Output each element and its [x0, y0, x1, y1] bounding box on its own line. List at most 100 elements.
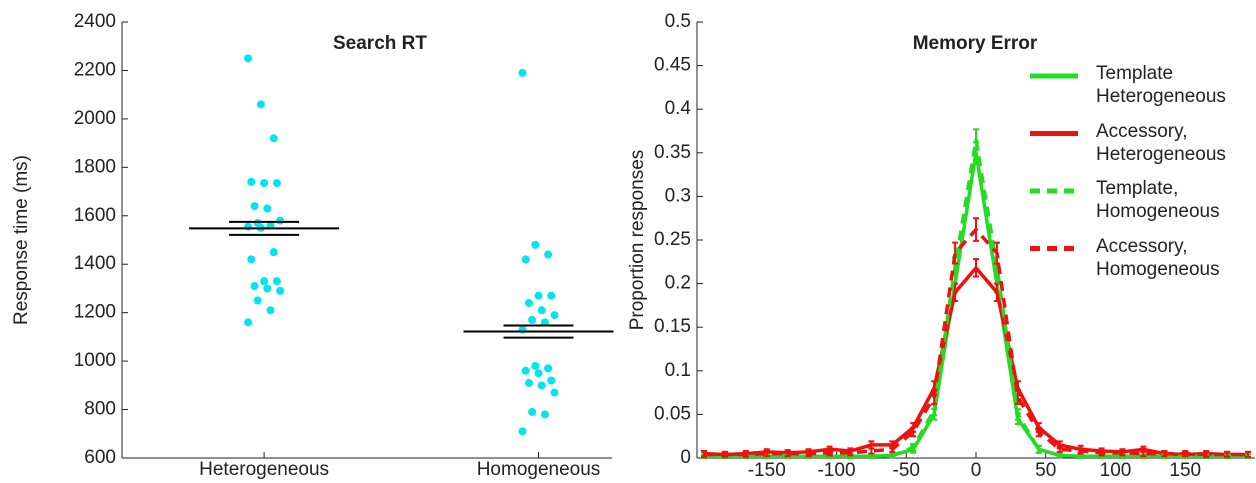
series-line: [703, 266, 1248, 457]
data-point: [544, 250, 553, 259]
error-bar: [1119, 449, 1126, 457]
error-bar: [973, 217, 979, 242]
y-tick-label: 1600: [74, 205, 116, 226]
error-bar: [742, 450, 749, 459]
x-tick-label: 100: [1100, 460, 1132, 481]
data-point: [521, 255, 530, 264]
data-point: [550, 311, 559, 320]
y-tick-label: 0.35: [654, 142, 691, 163]
error-bar: [1224, 450, 1231, 459]
data-point: [247, 255, 256, 264]
y-tick-label: 0.3: [665, 185, 691, 206]
data-point: [244, 222, 253, 231]
data-point: [276, 286, 285, 295]
data-point: [260, 277, 269, 286]
error-bar: [868, 447, 875, 455]
data-point: [250, 282, 259, 291]
error-bar: [1056, 445, 1063, 453]
data-point: [272, 277, 281, 286]
y-tick-label: 2400: [74, 11, 116, 32]
data-point: [253, 296, 262, 305]
error-bar: [910, 426, 917, 438]
error-bar: [1098, 449, 1105, 457]
y-tick-label: 600: [84, 447, 116, 468]
y-tick-label: 0.15: [654, 316, 691, 337]
y-tick-label: 1800: [74, 156, 116, 177]
error-bar: [1161, 450, 1168, 458]
error-bar: [1056, 452, 1063, 459]
data-point: [266, 306, 275, 315]
legend-label: Accessory, Heterogeneous: [1096, 120, 1226, 165]
legend-label: Template Heterogeneous: [1096, 63, 1226, 107]
y-tick-label: 1000: [74, 350, 116, 371]
data-point: [531, 361, 540, 370]
y-tick-label: 0.25: [654, 229, 691, 250]
error-bar: [784, 450, 791, 458]
x-tick-label: -150: [748, 460, 786, 481]
data-point: [537, 381, 546, 390]
x-tick-label: Homogeneous: [477, 459, 601, 480]
data-point: [244, 54, 253, 63]
x-tick-label: -100: [817, 460, 855, 481]
data-point: [528, 315, 537, 324]
x-tick-label: 50: [1035, 460, 1056, 481]
y-tick-label: 0: [680, 447, 691, 468]
legend-label: Accessory, Homogeneous: [1096, 235, 1220, 280]
data-point: [256, 100, 265, 109]
error-bar: [1140, 450, 1147, 458]
y-tick-label: 800: [84, 399, 116, 420]
data-point: [537, 306, 546, 315]
y-tick-label: 0.45: [654, 55, 691, 76]
y-tick-label: 0.2: [665, 273, 691, 294]
data-point: [276, 216, 285, 225]
y-tick-label: 1200: [74, 302, 116, 323]
data-point: [272, 179, 281, 188]
error-bar: [847, 449, 854, 457]
data-point: [518, 68, 527, 77]
data-point: [534, 369, 543, 378]
data-point: [540, 410, 549, 419]
data-point: [263, 284, 272, 293]
error-bar: [700, 450, 707, 459]
x-tick-label: -50: [893, 460, 920, 481]
error-bar: [1035, 444, 1042, 454]
error-bar: [993, 241, 1000, 265]
error-bar: [1077, 447, 1084, 455]
y-tick-label: 0.1: [665, 360, 691, 381]
y-tick-label: 1400: [74, 253, 116, 274]
error-bar: [1014, 388, 1021, 405]
x-tick-label: 150: [1169, 460, 1201, 481]
error-bar: [910, 443, 917, 453]
error-bar: [1014, 408, 1021, 421]
error-bar: [973, 258, 979, 278]
chart-title: Memory Error: [913, 33, 1038, 54]
legend-label: Template, Homogeneous: [1096, 178, 1220, 222]
y-axis-label: Proportion responses: [627, 150, 648, 331]
error-bar: [805, 450, 812, 458]
data-point: [263, 204, 272, 213]
data-point: [544, 364, 553, 373]
y-tick-label: 0.5: [665, 11, 691, 32]
data-point: [260, 179, 269, 188]
data-point: [250, 202, 259, 211]
error-bar: [763, 450, 770, 458]
error-bar: [826, 449, 833, 457]
data-point: [547, 376, 556, 385]
y-tick-label: 0.4: [665, 98, 692, 119]
error-bar: [889, 452, 896, 459]
error-bar: [1035, 426, 1042, 438]
data-point: [540, 318, 549, 327]
data-point: [269, 134, 278, 143]
y-tick-label: 2200: [74, 59, 116, 80]
data-point: [269, 248, 278, 257]
error-bar: [1203, 450, 1210, 459]
x-tick-label: 0: [971, 460, 982, 481]
y-axis-label: Response time (ms): [11, 155, 32, 325]
error-bar: [952, 241, 959, 265]
data-point: [550, 388, 559, 397]
chart-title: Search RT: [333, 33, 427, 54]
data-point: [524, 298, 533, 307]
data-point: [521, 366, 530, 375]
